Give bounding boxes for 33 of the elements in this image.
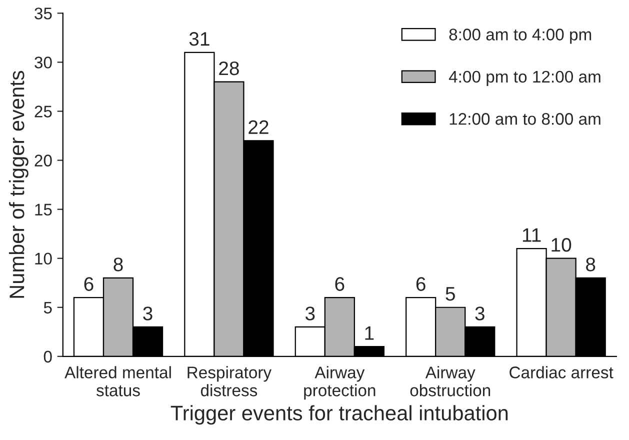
y-tick-label: 35 (34, 8, 52, 20)
legend-label: 8:00 am to 4:00 pm (449, 28, 592, 44)
x-axis-title: Trigger events for tracheal intubation (170, 405, 508, 425)
x-tick-label: Airway protection (304, 366, 376, 400)
data-label: 8 (586, 258, 596, 272)
legend-label: 12:00 am to 8:00 am (450, 113, 600, 125)
y-tick-label: 0 (44, 350, 52, 363)
data-label: 22 (248, 120, 268, 134)
legend-label: 4:00 pm to 12:00 am (448, 70, 600, 86)
y-tick-label: 15 (35, 204, 52, 216)
data-label: 8 (114, 258, 123, 272)
data-label: 28 (219, 61, 239, 76)
data-label: 10 (552, 238, 572, 252)
x-tick-label: Cardiac arrest (510, 366, 614, 378)
y-tick-label: 30 (34, 56, 52, 68)
data-label: 3 (475, 306, 484, 320)
x-tick-label: Altered mental status (64, 366, 171, 396)
data-label: 3 (143, 306, 152, 320)
x-tick-label: Airway obstruction (410, 366, 490, 396)
data-label: 6 (84, 277, 94, 291)
data-label: 3 (305, 306, 315, 320)
data-label: 31 (189, 32, 210, 46)
x-tick-label: Respiratory distress (188, 366, 272, 396)
data-label: 6 (335, 277, 344, 291)
data-label: 5 (446, 287, 455, 301)
y-tick-label: 25 (34, 106, 52, 118)
y-tick-label: 5 (44, 302, 52, 314)
data-label: 1 (365, 326, 374, 340)
y-tick-label: 10 (35, 252, 52, 265)
y-axis-title: Number of trigger events (8, 70, 28, 298)
data-label: 6 (416, 277, 426, 291)
data-label: 11 (522, 228, 541, 242)
y-tick-label: 20 (34, 154, 52, 166)
